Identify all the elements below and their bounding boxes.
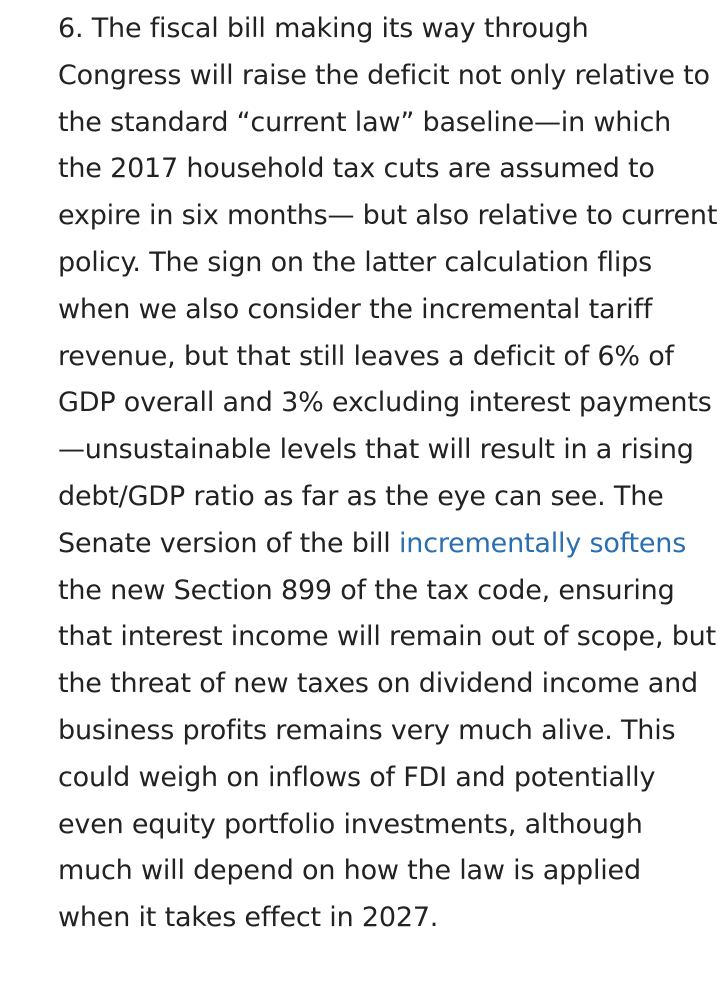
paragraph-text-after-link: the new Section 899 of the tax code, ens… (58, 574, 716, 934)
article-paragraph: 6. The fiscal bill making its way throug… (58, 6, 718, 942)
paragraph-text-before-link: 6. The fiscal bill making its way throug… (58, 13, 718, 559)
incrementally-softens-link[interactable]: incrementally softens (399, 527, 687, 559)
